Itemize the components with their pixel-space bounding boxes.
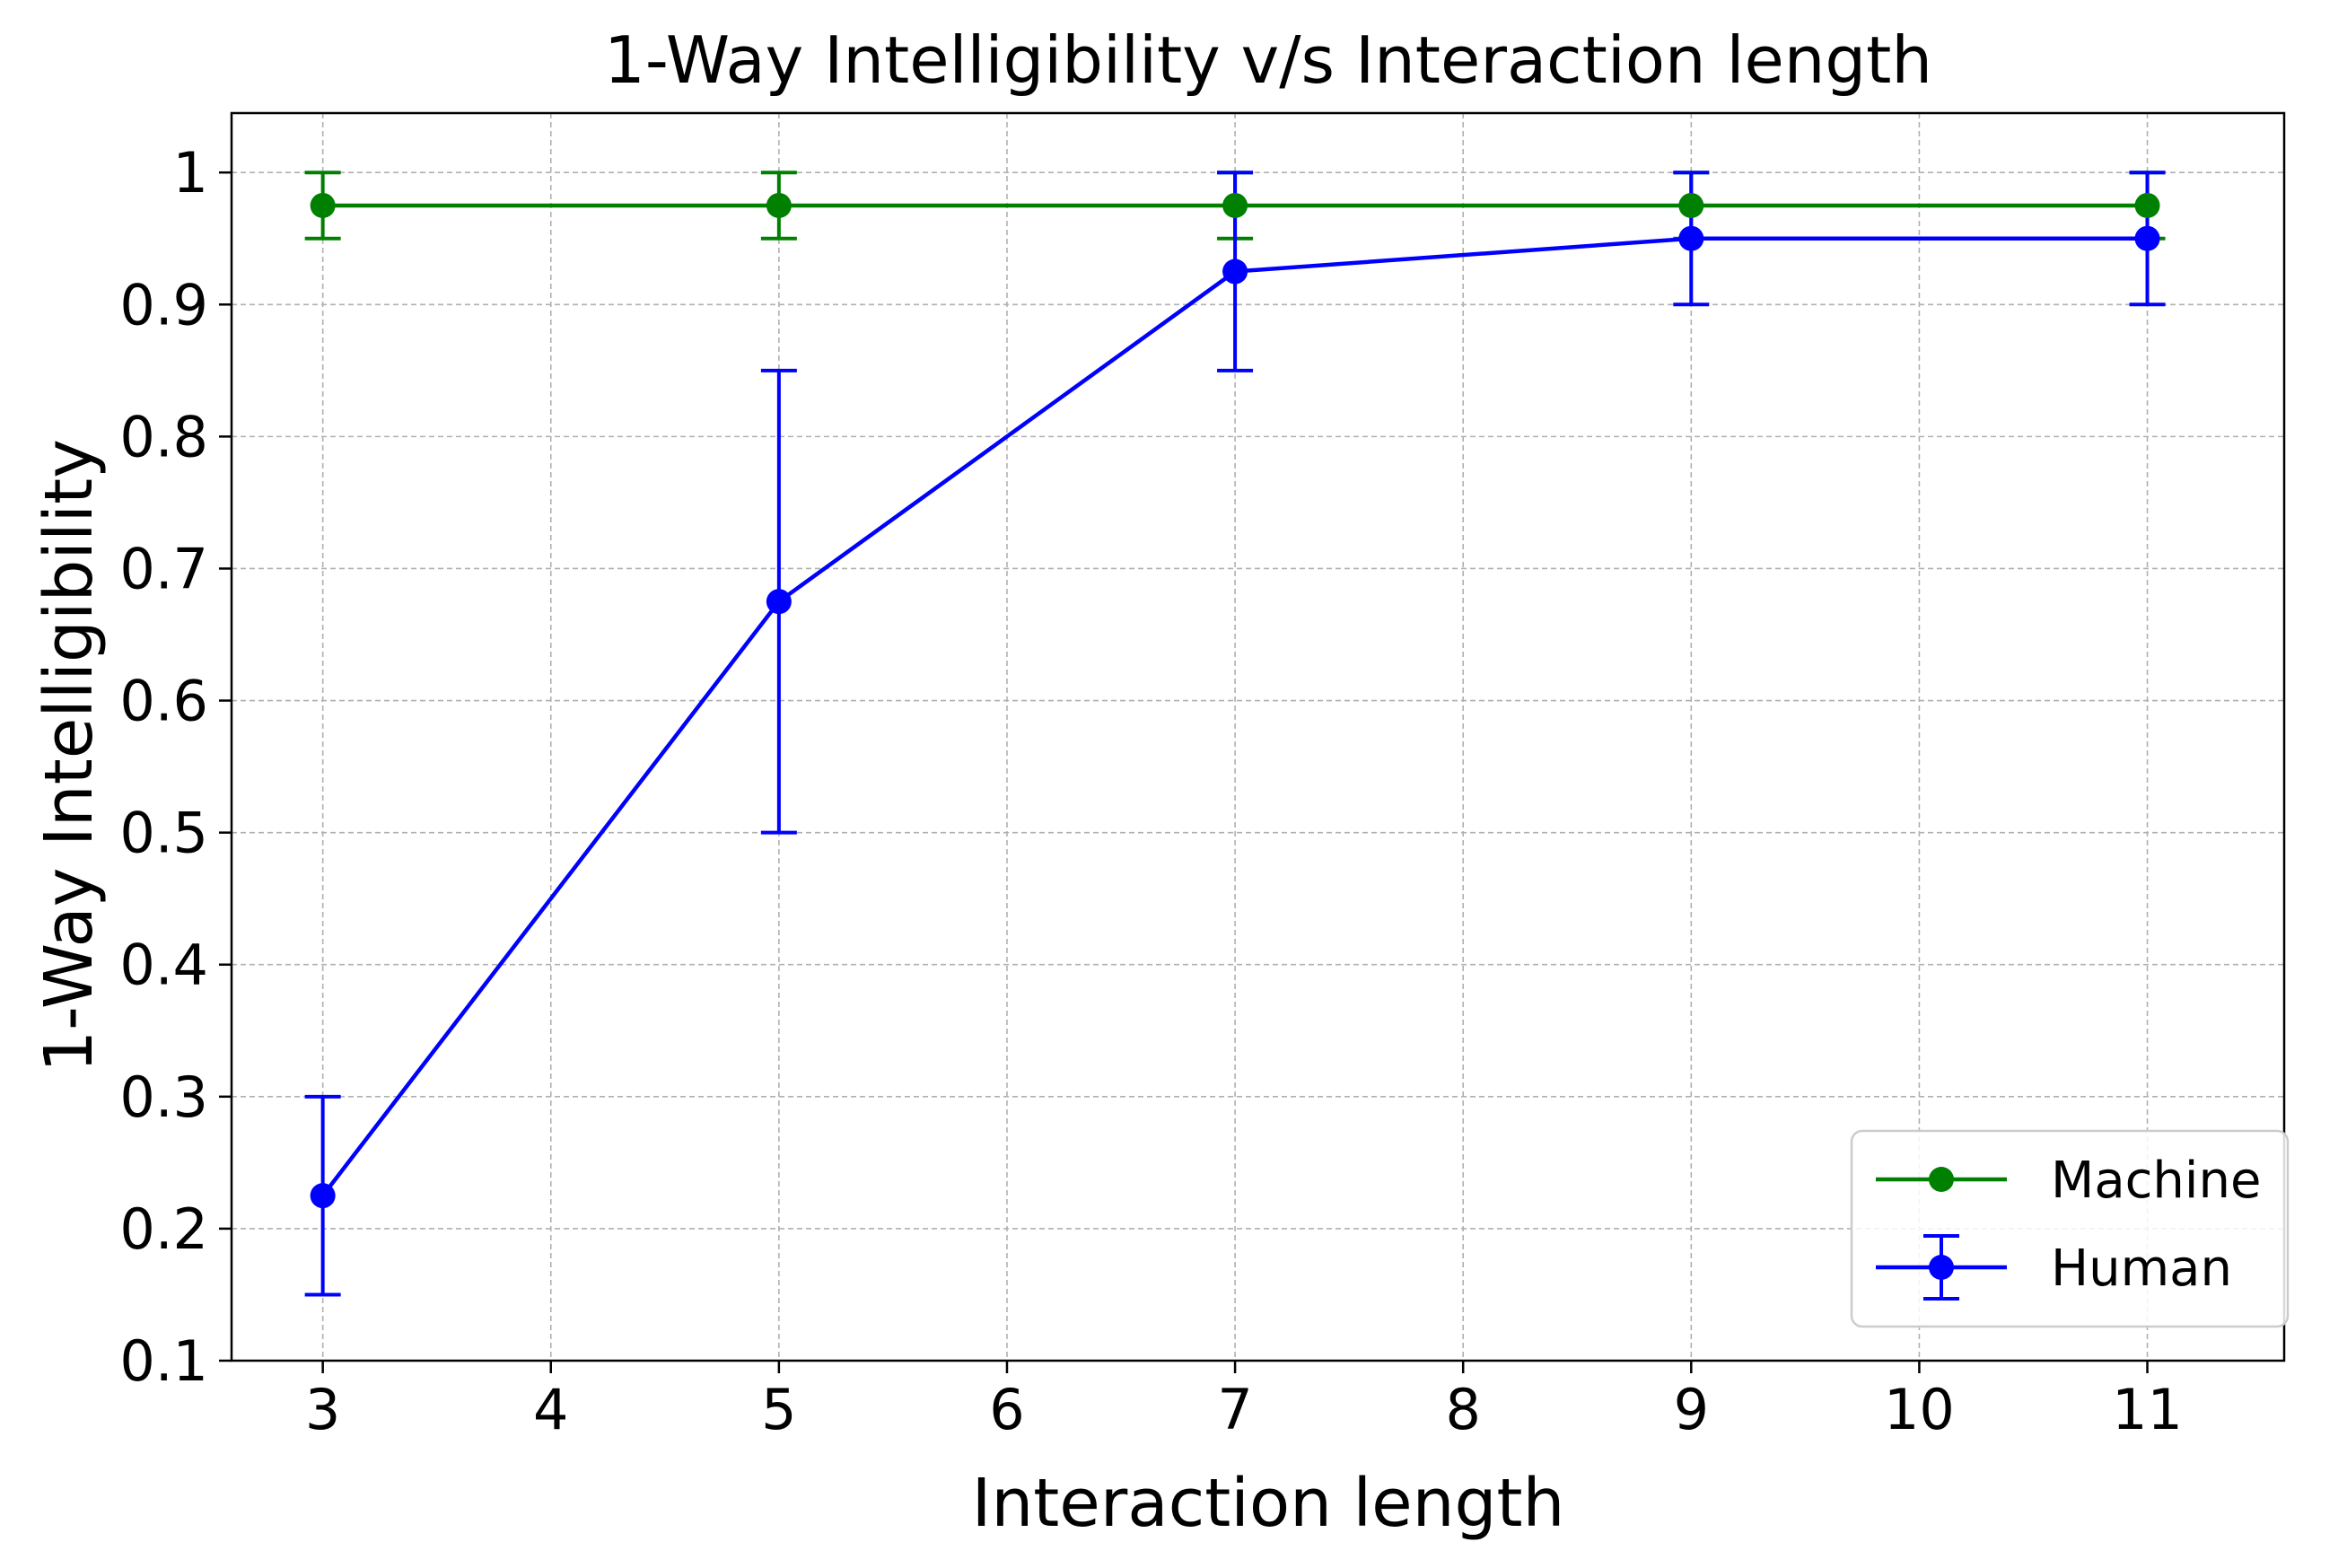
x-tick-labels: 3 4 5 6 7 8 9 10 11	[305, 1377, 2183, 1442]
data-point-machine-5	[766, 192, 792, 218]
x-tick-label-3: 3	[305, 1377, 340, 1442]
data-point-machine-9	[1678, 192, 1704, 218]
x-tick-label-11: 11	[2112, 1377, 2183, 1442]
legend-label-machine: Machine	[2051, 1152, 2261, 1210]
x-axis-label: Interaction length	[972, 1465, 1565, 1542]
legend-marker-human	[1929, 1255, 1954, 1280]
data-point-machine-3	[310, 192, 336, 218]
data-point-machine-11	[2134, 192, 2160, 218]
y-tick-label-8: 0.9	[119, 272, 208, 337]
data-point-human-9	[1678, 225, 1704, 251]
data-point-human-5	[766, 589, 792, 615]
y-tick-labels: 0.1 0.2 0.3 0.4 0.5 0.6 0.7 0.8 0.9 1	[119, 140, 208, 1394]
legend-marker-machine	[1929, 1167, 1954, 1192]
y-tick-label-0: 0.1	[119, 1328, 208, 1394]
y-tick-label-1: 0.2	[119, 1196, 208, 1262]
y-tick-label-2: 0.3	[119, 1064, 208, 1130]
y-tick-label-4: 0.5	[119, 801, 208, 866]
data-point-machine-7	[1222, 192, 1248, 218]
y-tick-label-7: 0.8	[119, 404, 208, 469]
data-point-human-11	[2134, 225, 2160, 251]
x-tick-label-5: 5	[761, 1377, 796, 1442]
y-tick-label-9: 1	[173, 140, 208, 206]
legend-label-human: Human	[2051, 1240, 2232, 1298]
x-tick-label-7: 7	[1217, 1377, 1252, 1442]
x-tick-label-4: 4	[533, 1377, 568, 1442]
data-point-human-7	[1222, 258, 1248, 285]
legend-entry-human: Human	[1876, 1234, 2232, 1301]
plot-frame	[230, 111, 2286, 1362]
x-tick-label-10: 10	[1884, 1377, 1955, 1442]
x-tick-label-6: 6	[989, 1377, 1024, 1442]
y-axis-label: 1-Way Intelligibility	[31, 439, 108, 1073]
data-point-human-3	[310, 1183, 336, 1209]
y-tick-label-3: 0.4	[119, 933, 208, 998]
x-tick-label-9: 9	[1674, 1377, 1709, 1442]
legend: Machine Human	[1850, 1129, 2290, 1328]
x-tick-label-8: 8	[1445, 1377, 1480, 1442]
legend-entry-machine: Machine	[1876, 1152, 2261, 1210]
chart-title: 1-Way Intelligibility v/s Interaction le…	[604, 22, 1932, 98]
y-tick-label-5: 0.6	[119, 669, 208, 734]
y-tick-label-6: 0.7	[119, 536, 208, 601]
axis-ticks	[219, 171, 2149, 1373]
grid	[232, 113, 2284, 1362]
data-points	[310, 192, 2160, 1209]
